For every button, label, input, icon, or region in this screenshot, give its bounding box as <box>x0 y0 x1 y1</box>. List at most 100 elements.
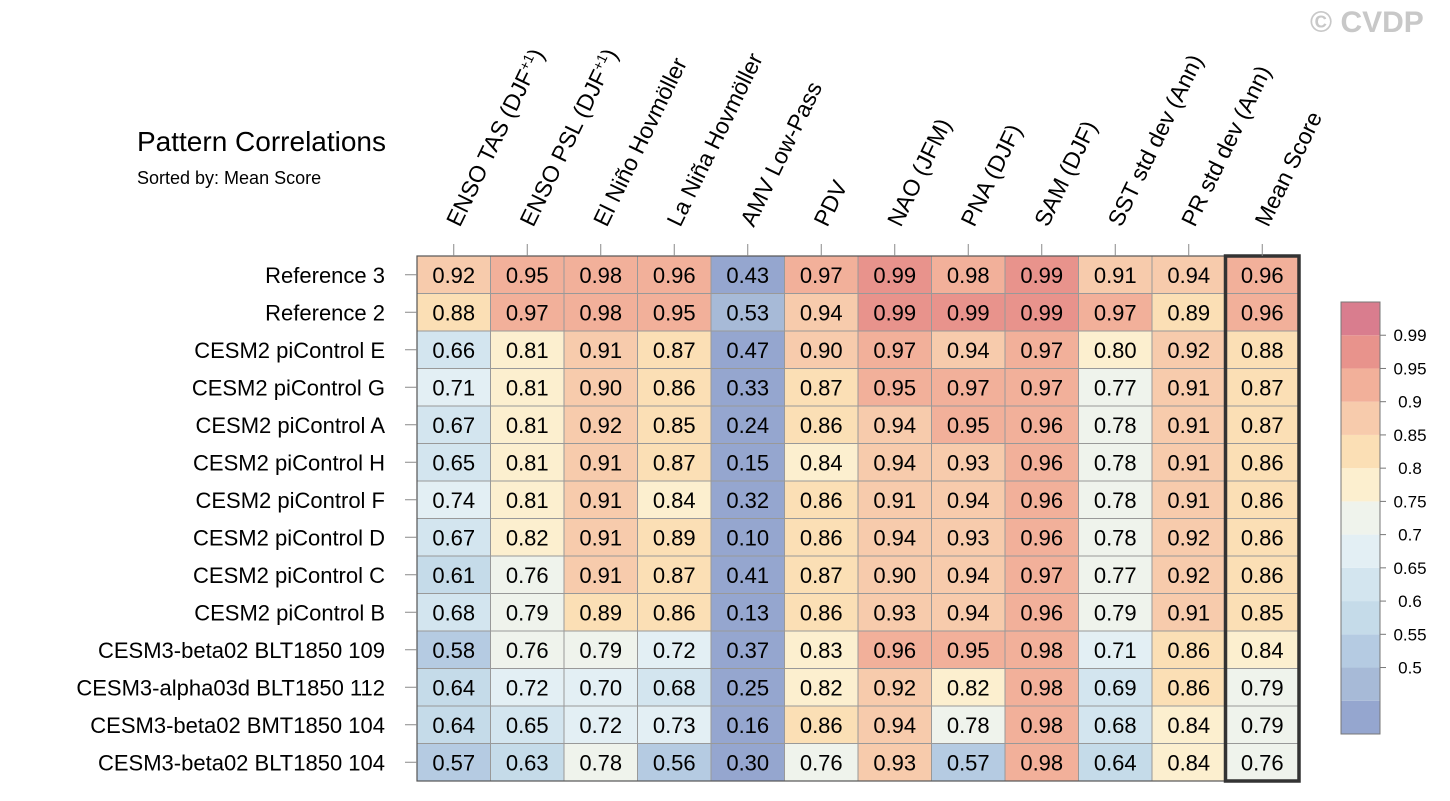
heatmap-cell <box>1004 630 1079 669</box>
cell-value-label: 0.78 <box>1094 525 1137 550</box>
cell-value-label: 0.64 <box>432 713 475 738</box>
colorbar-swatch <box>1341 468 1380 502</box>
cell-value-label: 0.89 <box>1167 300 1210 325</box>
heatmap-cell <box>710 293 785 332</box>
cell-value-label: 0.32 <box>726 488 769 513</box>
heatmap-cell <box>416 743 491 782</box>
cell-value-label: 0.73 <box>653 713 696 738</box>
cell-value-label: 0.84 <box>800 450 843 475</box>
cell-value-label: 0.91 <box>1167 450 1210 475</box>
colorbar-swatch <box>1341 667 1380 701</box>
cell-value-label: 0.97 <box>1020 563 1063 588</box>
heatmap-cell <box>1225 405 1300 444</box>
heatmap-cell <box>710 705 785 744</box>
cell-value-label: 0.92 <box>873 675 916 700</box>
row-label: CESM3-beta02 BLT1850 104 <box>98 750 385 775</box>
heatmap-cell <box>416 368 491 407</box>
cell-value-label: 0.91 <box>579 338 622 363</box>
heatmap-cell <box>1004 330 1079 369</box>
cell-value-label: 0.99 <box>1020 263 1063 288</box>
column-label: SAM (DJF) <box>1029 117 1102 231</box>
cell-value-label: 0.86 <box>1167 675 1210 700</box>
heatmap-cell <box>416 330 491 369</box>
cell-value-label: 0.78 <box>1094 488 1137 513</box>
cell-value-label: 0.16 <box>726 713 769 738</box>
row-label: CESM2 piControl G <box>192 375 385 400</box>
cell-value-label: 0.88 <box>432 300 475 325</box>
column-label: Mean Score <box>1249 107 1327 230</box>
cell-value-label: 0.47 <box>726 338 769 363</box>
cell-value-label: 0.87 <box>653 563 696 588</box>
cell-value-label: 0.86 <box>1241 563 1284 588</box>
heatmap-cell <box>490 443 565 482</box>
heatmap-cell <box>710 443 785 482</box>
cell-value-label: 0.81 <box>506 450 549 475</box>
cell-value-label: 0.84 <box>1167 750 1210 775</box>
heatmap-cell <box>857 743 932 782</box>
heatmap-cell <box>784 743 859 782</box>
cell-value-label: 0.64 <box>432 675 475 700</box>
heatmap-cell <box>784 630 859 669</box>
cell-value-label: 0.86 <box>1241 450 1284 475</box>
cell-value-label: 0.67 <box>432 525 475 550</box>
cell-value-label: 0.79 <box>506 600 549 625</box>
cell-value-label: 0.33 <box>726 375 769 400</box>
cell-value-label: 0.96 <box>1020 488 1063 513</box>
heatmap-cell <box>857 668 932 707</box>
heatmap-cell <box>637 330 712 369</box>
colorbar-swatch <box>1341 302 1380 336</box>
heatmap-cell <box>416 405 491 444</box>
heatmap-cell <box>1225 255 1300 294</box>
colorbar-swatch <box>1341 368 1380 402</box>
cell-value-label: 0.96 <box>1020 525 1063 550</box>
heatmap-cell <box>490 705 565 744</box>
heatmap-cell <box>784 293 859 332</box>
heatmap-cell <box>1151 743 1226 782</box>
colorbar-label: 0.6 <box>1398 592 1422 611</box>
heatmap-cell <box>1004 668 1079 707</box>
row-label: CESM3-beta02 BMT1850 104 <box>90 713 385 738</box>
colorbar-swatch <box>1341 567 1380 602</box>
cell-value-label: 0.25 <box>726 675 769 700</box>
cell-value-label: 0.95 <box>873 375 916 400</box>
heatmap-cell <box>1078 480 1153 519</box>
row-label: Reference 3 <box>265 263 385 288</box>
heatmap-cell <box>490 255 565 294</box>
column-label: PNA (DJF) <box>955 120 1027 230</box>
cell-value-label: 0.87 <box>653 450 696 475</box>
heatmap-cell <box>710 405 785 444</box>
cell-value-label: 0.79 <box>579 638 622 663</box>
chart-subtitle: Sorted by: Mean Score <box>137 168 322 188</box>
cell-value-label: 0.97 <box>800 263 843 288</box>
heatmap-cell <box>784 443 859 482</box>
cell-value-label: 0.57 <box>432 750 475 775</box>
heatmap-cell <box>784 593 859 632</box>
heatmap-cell <box>563 705 638 744</box>
cell-value-label: 0.79 <box>1241 675 1284 700</box>
cell-value-label: 0.86 <box>1241 488 1284 513</box>
heatmap-cell <box>1078 368 1153 407</box>
cell-value-label: 0.72 <box>506 675 549 700</box>
cell-value-label: 0.93 <box>947 450 990 475</box>
heatmap-cell <box>931 443 1006 482</box>
cell-value-label: 0.85 <box>1241 600 1284 625</box>
heatmap-cell <box>784 368 859 407</box>
heatmap-cell <box>784 668 859 707</box>
cell-value-label: 0.68 <box>432 600 475 625</box>
cell-value-label: 0.86 <box>800 488 843 513</box>
cell-value-label: 0.68 <box>1094 713 1137 738</box>
cell-value-label: 0.91 <box>579 450 622 475</box>
colorbar-label: 0.55 <box>1393 625 1426 644</box>
cell-value-label: 0.86 <box>1167 638 1210 663</box>
cell-value-label: 0.81 <box>506 375 549 400</box>
cell-value-label: 0.76 <box>506 563 549 588</box>
heatmap-cell <box>1151 405 1226 444</box>
colorbar-label: 0.9 <box>1398 393 1422 412</box>
heatmap-cell <box>857 293 932 332</box>
heatmap-cell <box>490 668 565 707</box>
heatmap-cell <box>784 405 859 444</box>
cell-value-label: 0.69 <box>1094 675 1137 700</box>
cell-value-label: 0.99 <box>1020 300 1063 325</box>
cell-value-label: 0.91 <box>579 525 622 550</box>
heatmap-cell <box>931 743 1006 782</box>
